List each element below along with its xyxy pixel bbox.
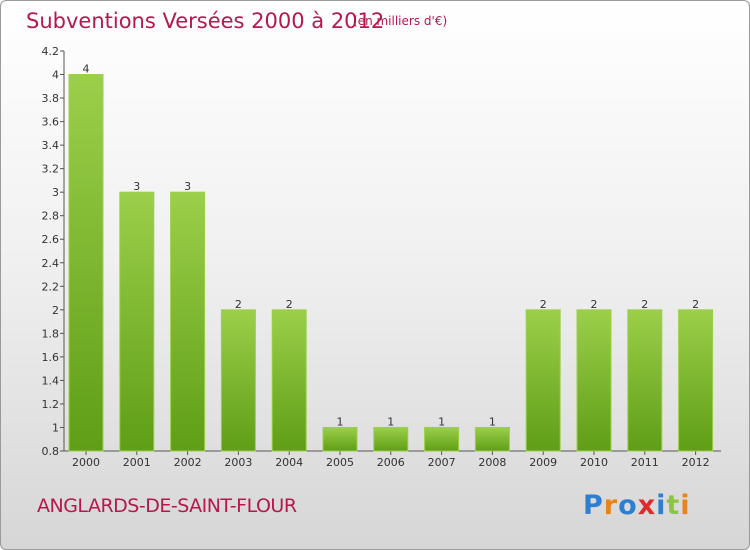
value-label-2000: 4 <box>83 63 90 76</box>
bar-2004 <box>271 309 307 452</box>
y-tick-label: 4.2 <box>42 45 60 58</box>
x-tick-label-2002: 2002 <box>174 456 202 469</box>
bar-2011 <box>627 309 663 452</box>
value-label-2010: 2 <box>591 298 598 311</box>
y-tick-label: 3.6 <box>42 116 60 129</box>
y-tick-label: 2 <box>52 304 59 317</box>
chart-title: Subventions Versées 2000 à 2012 <box>26 9 385 33</box>
bar-2003 <box>220 309 256 452</box>
x-tick-label-2004: 2004 <box>275 456 303 469</box>
x-tick-label-2001: 2001 <box>123 456 151 469</box>
y-tick-label: 1.4 <box>42 374 60 387</box>
bar-2001 <box>119 191 155 452</box>
value-label-2011: 2 <box>641 298 648 311</box>
bar-2009 <box>525 309 561 452</box>
bar-2005 <box>322 426 358 452</box>
proxiti-logo[interactable]: Proxiti <box>583 490 691 521</box>
y-tick-label: 3 <box>52 186 59 199</box>
y-tick-label: 0.8 <box>42 445 60 458</box>
x-tick-label-2008: 2008 <box>478 456 506 469</box>
y-tick-label: 3.8 <box>42 92 60 105</box>
x-tick-label-2011: 2011 <box>631 456 659 469</box>
x-tick-label-2005: 2005 <box>326 456 354 469</box>
logo-letter: i <box>680 490 691 521</box>
value-label-2004: 2 <box>286 298 293 311</box>
x-tick-label-2003: 2003 <box>224 456 252 469</box>
chart-subtitle: (en milliers d'€) <box>353 14 448 28</box>
bar-2006 <box>373 426 409 452</box>
bar-2008 <box>474 426 510 452</box>
x-tick-label-2012: 2012 <box>682 456 710 469</box>
x-tick-label-2000: 2000 <box>72 456 100 469</box>
x-tick-label-2009: 2009 <box>529 456 557 469</box>
y-tick-label: 1 <box>52 421 59 434</box>
value-label-2008: 1 <box>489 415 496 428</box>
logo-letter: x <box>637 490 657 521</box>
y-tick-label: 2.8 <box>42 210 60 223</box>
value-label-2001: 3 <box>133 180 140 193</box>
value-label-2006: 1 <box>387 415 394 428</box>
x-tick-label-2007: 2007 <box>428 456 456 469</box>
logo-letter: r <box>603 490 619 521</box>
value-label-2002: 3 <box>184 180 191 193</box>
logo-letter: t <box>666 490 681 521</box>
y-tick-label: 1.2 <box>42 398 60 411</box>
y-tick-label: 4 <box>52 69 59 82</box>
y-tick-label: 2.2 <box>42 280 60 293</box>
bar-2012 <box>678 309 714 452</box>
logo-letter: P <box>583 490 604 521</box>
value-label-2003: 2 <box>235 298 242 311</box>
bar-2007 <box>424 426 460 452</box>
value-label-2009: 2 <box>540 298 547 311</box>
value-label-2012: 2 <box>692 298 699 311</box>
logo-letter: i <box>656 490 667 521</box>
logo-letter: o <box>618 490 638 521</box>
bar-2000 <box>68 74 104 452</box>
y-tick-label: 3.4 <box>42 139 60 152</box>
y-tick-label: 1.6 <box>42 351 60 364</box>
y-tick-label: 2.4 <box>42 257 60 270</box>
y-tick-label: 3.2 <box>42 163 60 176</box>
commune-name: ANGLARDS-DE-SAINT-FLOUR <box>37 495 297 517</box>
x-tick-label-2010: 2010 <box>580 456 608 469</box>
x-tick-label-2006: 2006 <box>377 456 405 469</box>
y-tick-label: 2.6 <box>42 233 60 246</box>
bar-2010 <box>576 309 612 452</box>
value-label-2007: 1 <box>438 415 445 428</box>
y-tick-label: 1.8 <box>42 327 60 340</box>
value-label-2005: 1 <box>337 415 344 428</box>
bar-2002 <box>170 191 206 452</box>
